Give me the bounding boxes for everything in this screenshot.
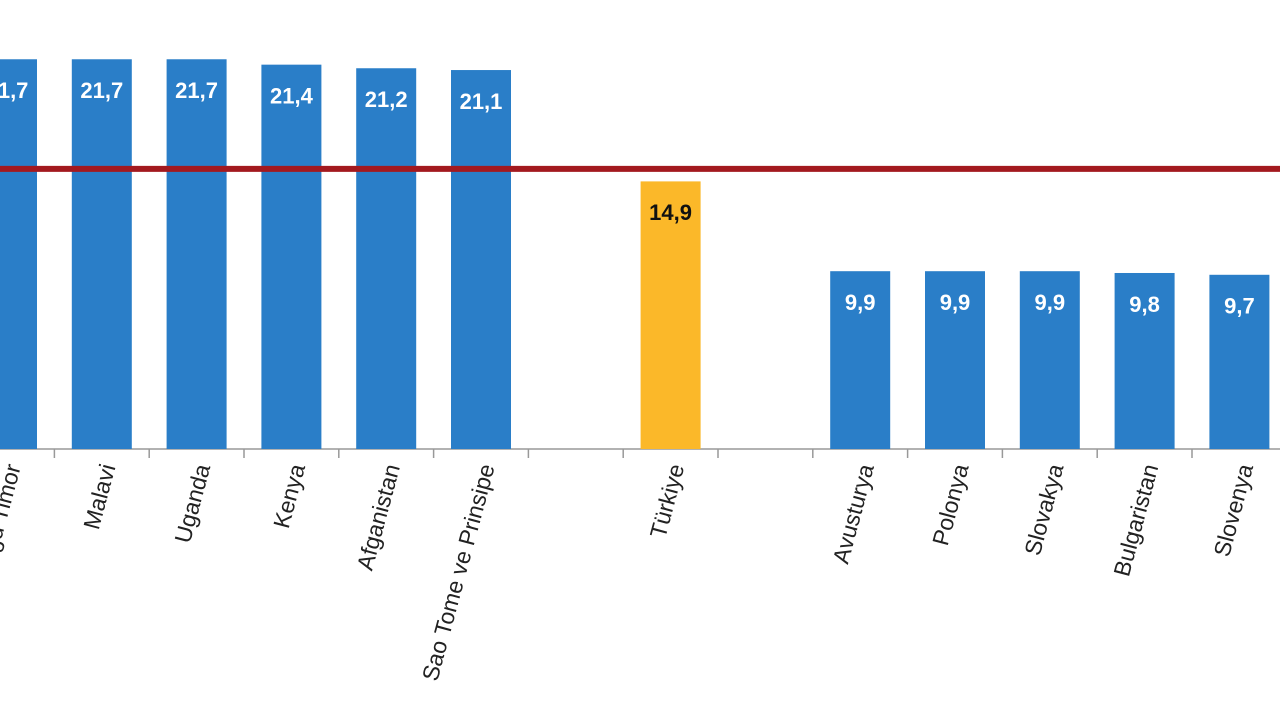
bar <box>0 59 37 449</box>
value-label: 21,4 <box>270 83 314 108</box>
bar <box>166 59 227 449</box>
x-tick-label: Malavi <box>78 461 120 532</box>
bar <box>640 181 701 449</box>
bar <box>1114 272 1175 449</box>
x-tick-label: Avusturya <box>827 461 879 566</box>
bar <box>1019 271 1080 449</box>
value-label: 21,7 <box>0 78 28 103</box>
value-label: 21,7 <box>80 78 123 103</box>
x-tick-label: Slovakya <box>1019 461 1068 558</box>
bar <box>261 64 322 449</box>
value-label: 14,9 <box>649 200 692 225</box>
x-tick-label: Bulgaristan <box>1108 461 1163 579</box>
bar <box>71 59 132 449</box>
x-tick-label: Doğu Timor <box>0 461 26 583</box>
bar <box>451 70 511 449</box>
bar <box>356 68 417 450</box>
value-label: 9,7 <box>1224 294 1255 319</box>
x-tick-label: Kenya <box>268 461 310 531</box>
x-tick-label: Uganda <box>169 461 215 546</box>
value-label: 9,9 <box>1035 290 1066 315</box>
value-label: 21,1 <box>460 89 503 114</box>
x-tick-label: Slovenya <box>1208 461 1258 559</box>
bar <box>830 271 891 449</box>
x-tick-label: Türkiye <box>645 461 690 541</box>
x-tick-label: Afganistan <box>352 461 405 573</box>
bar <box>1209 274 1270 449</box>
value-label: 9,8 <box>1129 292 1160 317</box>
value-label: 21,7 <box>175 78 218 103</box>
x-tick-label: Sao Tome ve Prinsipe <box>417 461 500 683</box>
value-label: 21,2 <box>365 87 408 112</box>
value-label: 9,9 <box>940 290 971 315</box>
x-tick-label: Polonya <box>927 461 974 548</box>
value-label: 9,9 <box>845 290 876 315</box>
bar <box>925 271 985 449</box>
